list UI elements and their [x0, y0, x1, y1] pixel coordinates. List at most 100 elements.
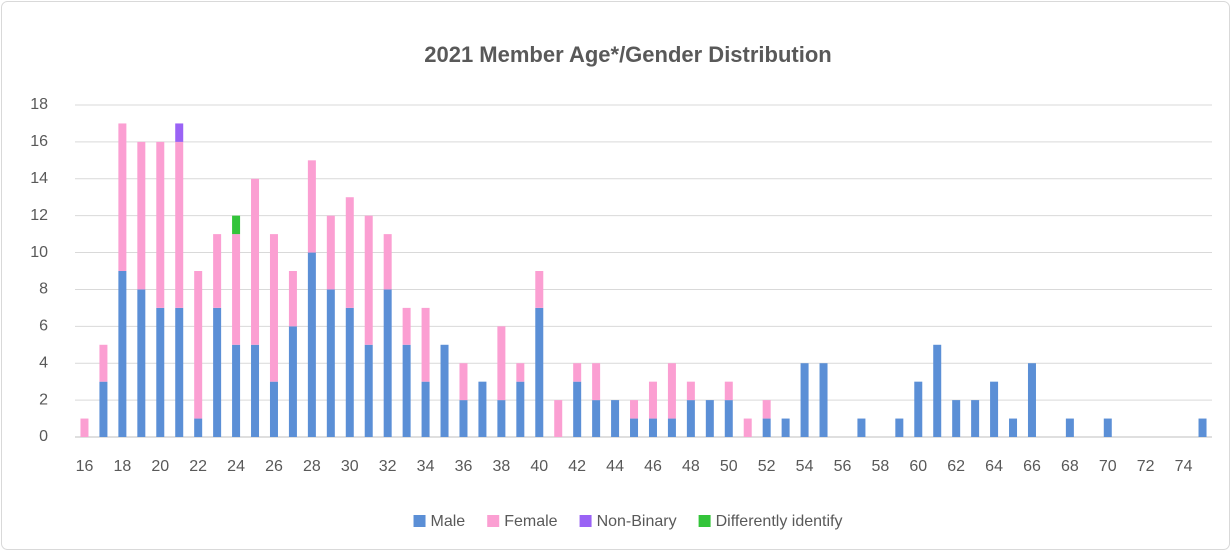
- bar-segment: [459, 400, 468, 437]
- x-tick-label: 42: [568, 458, 586, 475]
- x-tick-label: 38: [492, 458, 510, 475]
- bar-segment: [118, 123, 127, 271]
- bar-segment: [421, 307, 430, 382]
- chart-title: 2021 Member Age*/Gender Distribution: [424, 42, 832, 67]
- bar-segment: [326, 215, 335, 290]
- y-tick-label: 6: [39, 318, 48, 335]
- bar-segment: [118, 271, 127, 437]
- bar-segment: [288, 326, 297, 437]
- y-tick-label: 4: [39, 354, 48, 371]
- bar-segment: [364, 344, 373, 437]
- bar-segment: [1198, 418, 1207, 437]
- bar-segment: [990, 381, 999, 437]
- bar-segment: [232, 234, 241, 345]
- bar-segment: [383, 234, 392, 290]
- bar-segment: [497, 400, 506, 437]
- bar-segment: [952, 400, 961, 437]
- x-tick-label: 40: [530, 458, 548, 475]
- bar-segment: [269, 381, 278, 437]
- x-tick-label: 34: [417, 458, 435, 475]
- bar-segment: [383, 289, 392, 437]
- legend-swatch: [579, 515, 592, 527]
- x-tick-label: 70: [1099, 458, 1117, 475]
- bar-segment: [762, 400, 771, 419]
- x-tick-label: 60: [909, 458, 927, 475]
- x-tick-label: 22: [189, 458, 207, 475]
- bar-segment: [99, 381, 108, 437]
- bar-segment: [440, 344, 449, 437]
- bar-segment: [667, 363, 676, 419]
- x-tick-label: 68: [1061, 458, 1079, 475]
- bar-segment: [781, 418, 790, 437]
- x-tick-label: 24: [227, 458, 245, 475]
- y-tick-label: 16: [30, 133, 48, 150]
- x-tick-label: 52: [758, 458, 776, 475]
- bar-segment: [345, 197, 354, 308]
- legend-label: Differently identify: [716, 513, 843, 530]
- bar-segment: [535, 307, 544, 437]
- x-tick-label: 48: [682, 458, 700, 475]
- bar-segment: [1065, 418, 1074, 437]
- legend-swatch: [413, 515, 426, 527]
- bar-segment: [724, 400, 733, 437]
- bar-segment: [630, 418, 639, 437]
- bar-segment: [516, 363, 525, 382]
- bar-segment: [459, 363, 468, 401]
- bar-segment: [592, 363, 601, 401]
- bar-segment: [213, 234, 222, 308]
- y-tick-label: 2: [39, 391, 48, 408]
- y-tick-label: 12: [30, 207, 48, 224]
- bar-segment: [156, 307, 165, 437]
- bar-segment: [535, 271, 544, 308]
- x-tick-label: 50: [720, 458, 738, 475]
- x-tick-label: 18: [113, 458, 131, 475]
- bar-segment: [345, 307, 354, 437]
- x-tick-label: 54: [796, 458, 814, 475]
- bar-segment: [630, 400, 639, 419]
- bar-segment: [705, 400, 714, 437]
- bar-segment: [99, 344, 108, 382]
- bar-segment: [478, 381, 487, 437]
- legend-swatch: [487, 515, 500, 527]
- bar-segment: [724, 381, 733, 401]
- bar-segment: [1009, 418, 1018, 437]
- bar-segment: [137, 141, 146, 290]
- bar-segment: [592, 400, 601, 437]
- x-tick-label: 16: [76, 458, 94, 475]
- bar-segment: [971, 400, 980, 437]
- bar-segment: [175, 123, 184, 142]
- x-tick-label: 72: [1137, 458, 1155, 475]
- x-tick-label: 66: [1023, 458, 1041, 475]
- bar-segment: [800, 363, 809, 437]
- bar-segment: [194, 418, 203, 437]
- bar-segment: [175, 141, 184, 308]
- bar-segment: [497, 326, 506, 401]
- x-tick-label: 28: [303, 458, 321, 475]
- legend-label: Male: [431, 513, 466, 530]
- x-tick-label: 44: [606, 458, 624, 475]
- y-tick-label: 0: [39, 428, 48, 445]
- bar-segment: [914, 381, 923, 437]
- x-tick-label: 56: [834, 458, 852, 475]
- bar-segment: [288, 271, 297, 327]
- bar-segment: [857, 418, 866, 437]
- bar-segment: [307, 160, 316, 253]
- bar-segment: [1103, 418, 1112, 437]
- bar-segment: [213, 307, 222, 437]
- legend-swatch: [698, 515, 711, 527]
- x-tick-label: 32: [379, 458, 397, 475]
- x-tick-label: 74: [1175, 458, 1193, 475]
- x-tick-label: 58: [871, 458, 889, 475]
- bar-segment: [402, 307, 411, 345]
- bar-segment: [573, 363, 582, 382]
- bar-segment: [175, 307, 184, 437]
- bar-segment: [194, 271, 203, 419]
- bar-segment: [895, 418, 904, 437]
- bar-segment: [251, 178, 260, 345]
- bar-segment: [933, 344, 942, 437]
- bar-segment: [819, 363, 828, 437]
- bar-segment: [762, 418, 771, 437]
- bar-segment: [648, 381, 657, 419]
- x-tick-label: 36: [455, 458, 473, 475]
